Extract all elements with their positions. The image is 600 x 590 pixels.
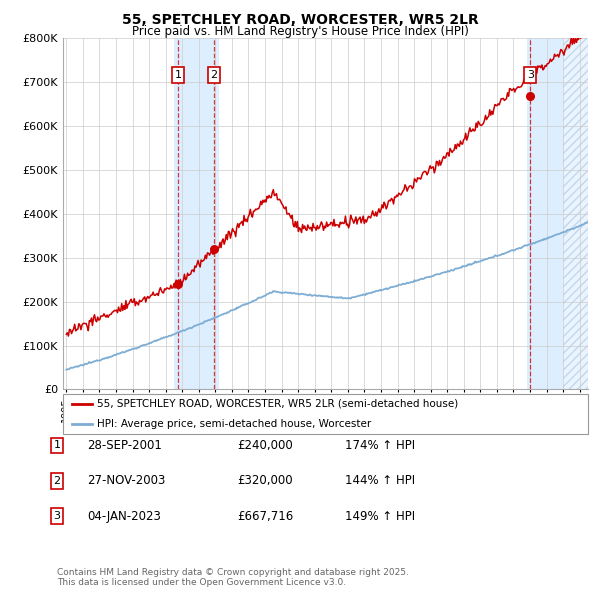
Bar — [527, 38, 563, 389]
Text: 55, SPETCHLEY ROAD, WORCESTER, WR5 2LR: 55, SPETCHLEY ROAD, WORCESTER, WR5 2LR — [122, 13, 478, 27]
Text: 2: 2 — [53, 476, 61, 486]
Text: 55, SPETCHLEY ROAD, WORCESTER, WR5 2LR (semi-detached house): 55, SPETCHLEY ROAD, WORCESTER, WR5 2LR (… — [97, 399, 458, 408]
Text: 28-SEP-2001: 28-SEP-2001 — [87, 439, 162, 452]
Text: £240,000: £240,000 — [237, 439, 293, 452]
Text: 27-NOV-2003: 27-NOV-2003 — [87, 474, 166, 487]
Text: 174% ↑ HPI: 174% ↑ HPI — [345, 439, 415, 452]
Text: Price paid vs. HM Land Registry's House Price Index (HPI): Price paid vs. HM Land Registry's House … — [131, 25, 469, 38]
Bar — [563, 38, 588, 389]
Text: 2: 2 — [211, 70, 218, 80]
Text: 3: 3 — [53, 512, 61, 521]
Text: HPI: Average price, semi-detached house, Worcester: HPI: Average price, semi-detached house,… — [97, 419, 371, 428]
Text: 149% ↑ HPI: 149% ↑ HPI — [345, 510, 415, 523]
Text: £667,716: £667,716 — [237, 510, 293, 523]
Text: 1: 1 — [175, 70, 181, 80]
Text: £320,000: £320,000 — [237, 474, 293, 487]
Text: 04-JAN-2023: 04-JAN-2023 — [87, 510, 161, 523]
Text: 3: 3 — [527, 70, 534, 80]
Text: 1: 1 — [53, 441, 61, 450]
Text: Contains HM Land Registry data © Crown copyright and database right 2025.
This d: Contains HM Land Registry data © Crown c… — [57, 568, 409, 587]
Text: 144% ↑ HPI: 144% ↑ HPI — [345, 474, 415, 487]
Bar — [174, 38, 218, 389]
